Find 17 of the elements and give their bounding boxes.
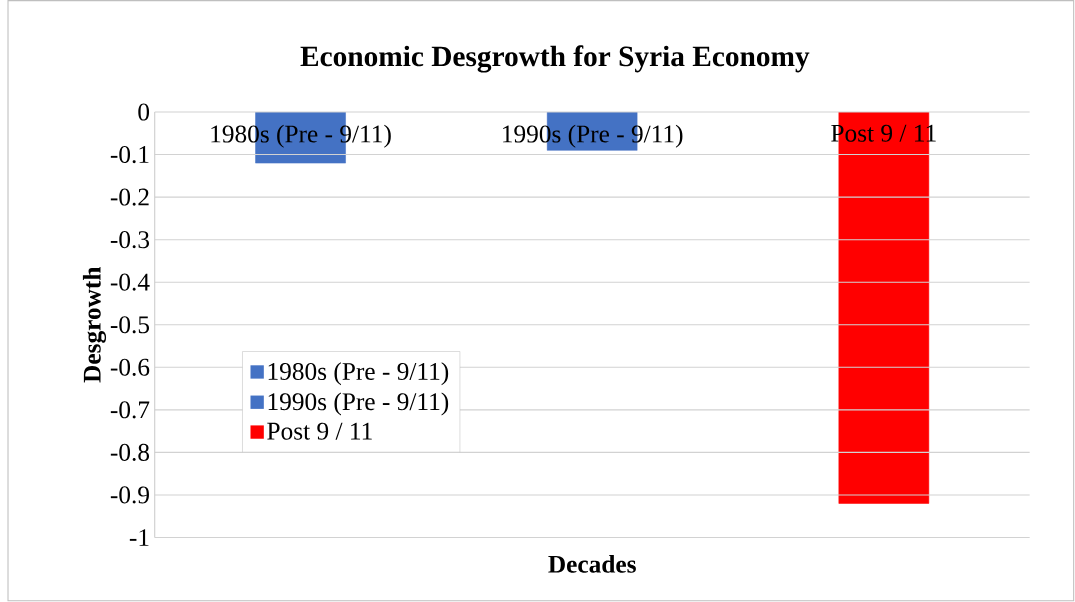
y-tick-label: -0.1 [110,145,149,164]
y-tick-label: -0.6 [110,358,150,376]
y-tick-label: -0.5 [110,316,150,334]
y-tick-label: -0.4 [110,273,150,291]
y-tick-label: -1 [129,529,149,546]
y-tick-label: -0.3 [110,230,150,249]
legend-label: 1990s (Pre - 9/11) [268,392,449,416]
y-tick-label: -0.2 [110,188,149,206]
y-axis-title: Desgrowth [82,266,107,383]
y-tick-label: 0 [138,103,150,121]
y-tick-label: -0.9 [110,486,149,504]
y-tick-label: -0.7 [110,401,150,419]
legend-label: 1980s (Pre - 9/11) [268,362,449,386]
y-tick-label: -0.8 [110,443,150,461]
chart-title: Economic Desgrowth for Syria Economy [300,45,810,73]
legend-label: Post 9 / 11 [267,422,372,440]
x-axis-title: Decades [548,554,636,573]
